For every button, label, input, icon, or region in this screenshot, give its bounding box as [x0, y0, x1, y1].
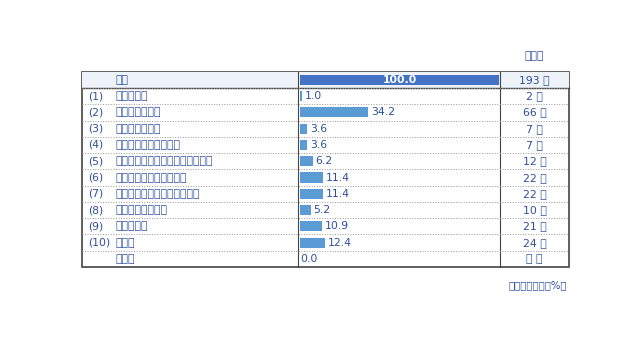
Text: 無回答: 無回答: [116, 254, 135, 264]
Bar: [300, 156, 312, 166]
Text: 10 件: 10 件: [523, 205, 547, 215]
Bar: [300, 238, 325, 248]
Text: (2): (2): [88, 107, 103, 118]
Text: グラフ単位：（%）: グラフ単位：（%）: [508, 280, 566, 290]
Text: － 件: － 件: [526, 254, 543, 264]
Text: (6): (6): [88, 172, 103, 183]
Text: 全体: 全体: [116, 75, 128, 85]
Bar: [300, 75, 498, 85]
Text: 34.2: 34.2: [371, 107, 395, 118]
Text: 10.9: 10.9: [325, 221, 349, 231]
Text: 66 件: 66 件: [523, 107, 547, 118]
Text: 生活関連サービス業、娯楽業: 生活関連サービス業、娯楽業: [116, 189, 200, 199]
Text: 不動産業、物品賃貸業: 不動産業、物品賃貸業: [116, 140, 180, 150]
Bar: [300, 221, 322, 232]
Text: 6.2: 6.2: [316, 156, 333, 166]
Text: 金融業、保険業: 金融業、保険業: [116, 124, 161, 134]
Text: 100.0: 100.0: [382, 75, 417, 85]
Text: 193 件: 193 件: [519, 75, 550, 85]
Text: 24 件: 24 件: [523, 238, 547, 248]
Text: 情報通信業: 情報通信業: [116, 91, 148, 101]
Text: 回答数: 回答数: [525, 51, 544, 61]
Text: 3.6: 3.6: [311, 124, 328, 134]
Bar: [300, 91, 302, 101]
Text: 7 件: 7 件: [526, 140, 543, 150]
Text: (9): (9): [88, 221, 103, 231]
Text: 宿泊業、飲食サービス業: 宿泊業、飲食サービス業: [116, 172, 187, 183]
Bar: [300, 124, 307, 134]
Text: (8): (8): [88, 205, 103, 215]
Text: 0.0: 0.0: [300, 254, 318, 264]
Text: 1.0: 1.0: [305, 91, 323, 101]
Text: 5.2: 5.2: [314, 205, 331, 215]
Text: (1): (1): [88, 91, 103, 101]
Bar: [300, 172, 323, 183]
Text: 学術研究、専門・技術サービス業: 学術研究、専門・技術サービス業: [116, 156, 213, 166]
Text: 22 件: 22 件: [523, 172, 547, 183]
Text: 卸売業、小売業: 卸売業、小売業: [116, 107, 161, 118]
Text: 21 件: 21 件: [523, 221, 547, 231]
Text: 12 件: 12 件: [523, 156, 547, 166]
Bar: [82, 72, 569, 88]
Text: 教育、学習支援業: 教育、学習支援業: [116, 205, 167, 215]
Text: その他: その他: [116, 238, 135, 248]
Text: 11.4: 11.4: [326, 189, 350, 199]
Bar: [82, 72, 569, 267]
Text: 7 件: 7 件: [526, 124, 543, 134]
Text: 2 件: 2 件: [526, 91, 543, 101]
Bar: [300, 107, 368, 118]
Text: 22 件: 22 件: [523, 189, 547, 199]
Bar: [300, 189, 323, 199]
Text: 12.4: 12.4: [328, 238, 352, 248]
Bar: [300, 140, 307, 150]
Text: 医療、福祉: 医療、福祉: [116, 221, 148, 231]
Text: (7): (7): [88, 189, 103, 199]
Text: (3): (3): [88, 124, 103, 134]
Bar: [300, 205, 311, 215]
Text: (10): (10): [88, 238, 110, 248]
Text: (4): (4): [88, 140, 103, 150]
Text: 3.6: 3.6: [311, 140, 328, 150]
Text: 11.4: 11.4: [326, 172, 350, 183]
Text: (5): (5): [88, 156, 103, 166]
